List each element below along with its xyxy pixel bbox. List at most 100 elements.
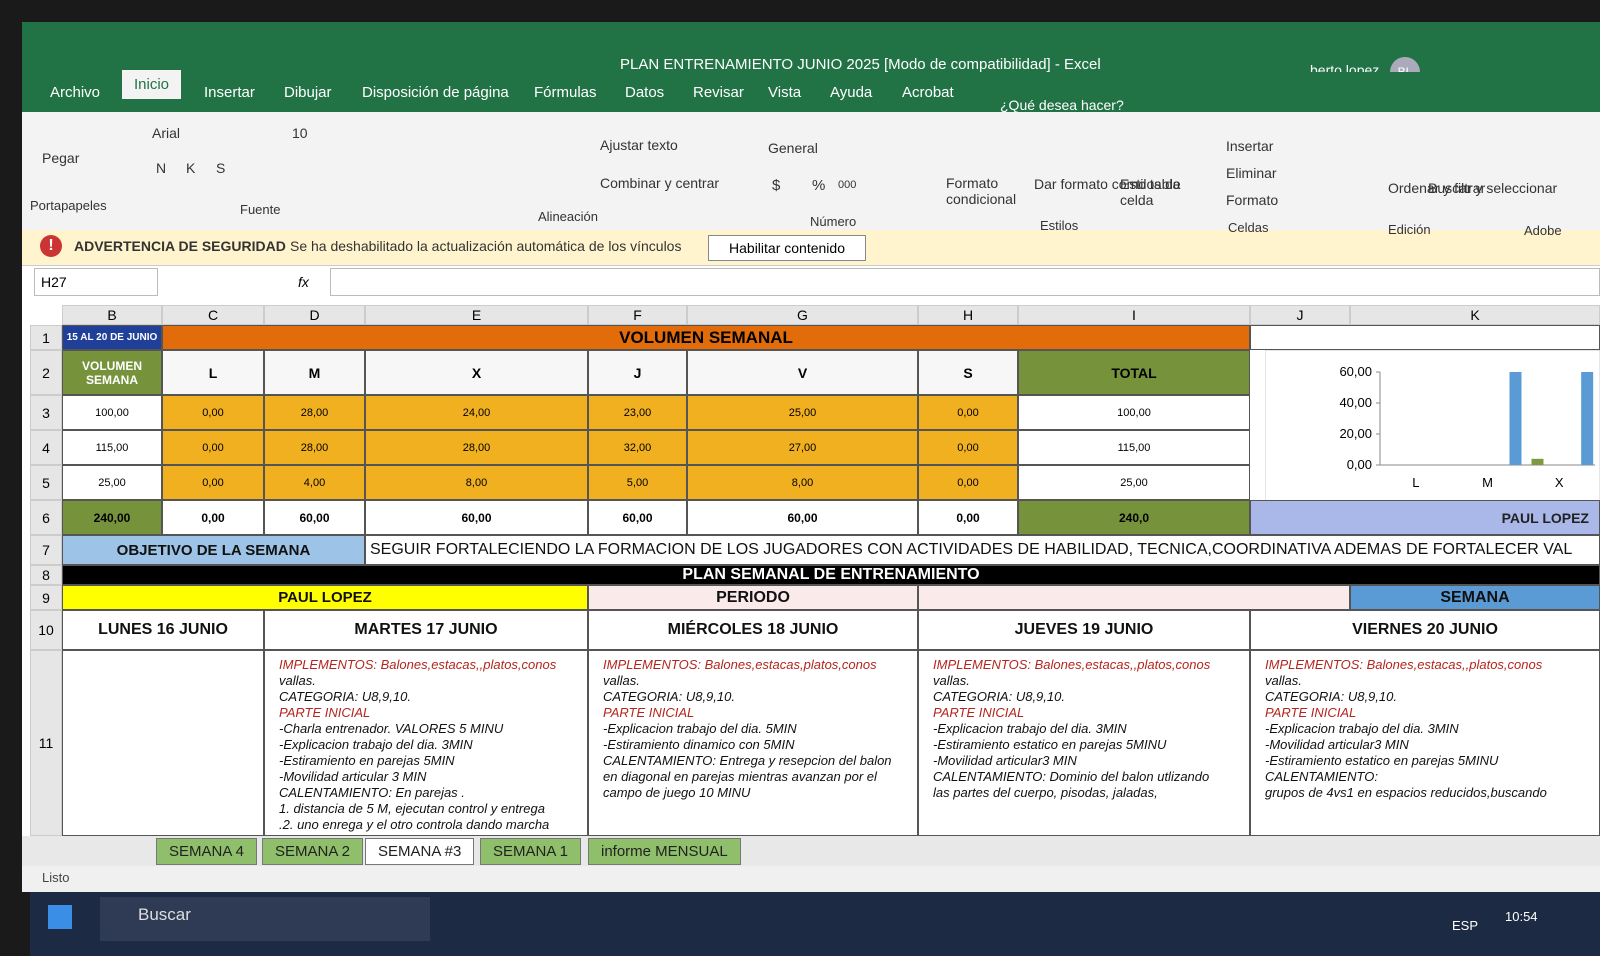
plan-line: vallas. <box>603 673 640 688</box>
volume-cell: 0,00 <box>918 465 1018 500</box>
plan-line: las partes del cuerpo, pisodas, jaladas, <box>933 785 1158 800</box>
chart-area <box>1265 350 1600 502</box>
ribbon-as-table[interactable]: Dar formato como tabla <box>1034 176 1181 192</box>
ribbon-number-group: Número <box>810 214 857 229</box>
column-header: H <box>918 305 1018 325</box>
row-header: 1 <box>30 325 62 350</box>
day-content: IMPLEMENTOS: Balones,estacas,platos,cono… <box>588 650 918 836</box>
ribbon-find[interactable]: Buscar y seleccionar <box>1428 180 1558 196</box>
ribbon-merge[interactable]: Combinar y centrar <box>600 175 720 191</box>
ribbon-tab[interactable]: Archivo <box>50 84 101 101</box>
enable-content-button[interactable]: Habilitar contenido <box>708 235 866 261</box>
volume-cell: 115,00 <box>62 430 162 465</box>
row-header: 2 <box>30 350 62 395</box>
volume-cell: 25,00 <box>687 395 918 430</box>
ribbon-tab[interactable]: Revisar <box>693 84 744 101</box>
y-tick-label: 0,00 <box>1347 457 1372 472</box>
ribbon-tab[interactable]: Dibujar <box>284 84 332 101</box>
x-tick-label: X <box>1555 475 1564 490</box>
ribbon-currency[interactable]: $ <box>772 177 781 194</box>
ribbon-number-format[interactable]: General <box>768 140 818 156</box>
status-bar <box>22 866 1600 892</box>
plan-line: campo de juego 10 MINU <box>603 785 751 800</box>
security-message: Se ha deshabilitado la actualización aut… <box>290 238 682 254</box>
plan-line: -Explicacion trabajo del dia. 3MIN <box>933 721 1127 736</box>
sheet-tab[interactable]: SEMANA 4 <box>156 838 258 865</box>
volume-cell: 0,00 <box>162 430 264 465</box>
x-tick-label: L <box>1412 475 1419 490</box>
ribbon-format[interactable]: Formato <box>1226 192 1279 208</box>
bar <box>1509 372 1522 465</box>
plan-line: PARTE INICIAL <box>933 705 1025 720</box>
ribbon-cell-styles[interactable]: Estilos de celda <box>1120 176 1181 208</box>
volume-header: S <box>918 350 1018 395</box>
ribbon-bold[interactable]: N <box>156 160 167 176</box>
ribbon-paste[interactable]: Pegar <box>42 150 80 166</box>
row-header: 8 <box>30 565 62 585</box>
volume-cell: 28,00 <box>365 430 588 465</box>
header-corner-fill <box>1250 325 1600 350</box>
volume-cell: 8,00 <box>365 465 588 500</box>
volume-cell: 28,00 <box>264 395 365 430</box>
ribbon-delete[interactable]: Eliminar <box>1226 165 1277 181</box>
warning-icon: ! <box>40 235 62 257</box>
plan-line: 1. distancia de 5 M, ejecutan control y … <box>279 801 545 816</box>
ribbon-tab[interactable]: Inicio <box>122 70 182 99</box>
taskbar-search[interactable] <box>100 897 430 941</box>
ribbon-font[interactable]: Arial <box>152 125 181 141</box>
ribbon-tab[interactable]: Disposición de página <box>362 84 509 101</box>
ribbon-editing-group: Edición <box>1388 222 1431 237</box>
volume-cell: 0,00 <box>918 500 1018 535</box>
ribbon-tab[interactable]: Vista <box>768 84 802 101</box>
ribbon-conditional[interactable]: Formato condicional <box>946 175 1017 207</box>
row-header: 3 <box>30 395 62 430</box>
ribbon-sort[interactable]: Ordenar y filtrar <box>1388 180 1486 196</box>
plan-line: -Estiramiento estatico en parejas 5MINU <box>1265 753 1499 768</box>
clock: 10:54 <box>1505 909 1538 924</box>
name-box[interactable]: H27 <box>34 268 158 296</box>
ribbon-thousands[interactable]: 000 <box>838 179 857 191</box>
day-content: IMPLEMENTOS: Balones,estacas,,platos,con… <box>918 650 1250 836</box>
sheet-tab[interactable]: SEMANA 1 <box>480 838 582 865</box>
ribbon-wrap[interactable]: Ajustar texto <box>600 137 678 153</box>
volume-header: X <box>365 350 588 395</box>
plan-title: PLAN SEMANAL DE ENTRENAMIENTO <box>62 565 1600 585</box>
coach: PAUL LOPEZ <box>62 585 588 610</box>
ribbon-underline[interactable]: S <box>216 160 226 176</box>
day-name: LUNES 16 JUNIO <box>62 610 264 650</box>
volume-cell: 60,00 <box>365 500 588 535</box>
tell-me[interactable]: ¿Qué desea hacer? <box>1000 97 1124 113</box>
day-name: MIÉRCOLES 18 JUNIO <box>588 610 918 650</box>
column-header: E <box>365 305 588 325</box>
ribbon-tab[interactable]: Datos <box>625 84 665 101</box>
ribbon-insert[interactable]: Insertar <box>1226 138 1274 154</box>
ribbon-tab[interactable]: Insertar <box>204 84 255 101</box>
plan-line: -Estiramiento dinamico con 5MIN <box>603 737 795 752</box>
column-header: B <box>62 305 162 325</box>
volume-cell: 8,00 <box>687 465 918 500</box>
ribbon-tab[interactable]: Acrobat <box>902 84 954 101</box>
ribbon-italic[interactable]: K <box>186 160 196 176</box>
ribbon-tab[interactable]: Ayuda <box>830 84 873 101</box>
volume-cell: 4,00 <box>264 465 365 500</box>
ribbon-alignment-group: Alineación <box>538 209 598 224</box>
fx-button[interactable]: fx <box>298 274 309 290</box>
plan-line: PARTE INICIAL <box>603 705 695 720</box>
sheet-tab[interactable]: informe MENSUAL <box>588 838 741 865</box>
title-bar <box>22 22 1600 72</box>
formula-input[interactable] <box>330 268 1600 296</box>
ribbon-percent[interactable]: % <box>812 177 826 194</box>
ribbon-size[interactable]: 10 <box>292 125 308 141</box>
sheet-tab[interactable]: SEMANA 2 <box>262 838 364 865</box>
ribbon-tab[interactable]: Fórmulas <box>534 84 597 101</box>
volume-header: VOLUMEN SEMANA <box>62 350 162 395</box>
day-name: MARTES 17 JUNIO <box>264 610 588 650</box>
start-button[interactable] <box>48 905 72 929</box>
sheet-tab[interactable]: SEMANA #3 <box>365 838 475 865</box>
day-name: VIERNES 20 JUNIO <box>1250 610 1600 650</box>
ribbon-adobe[interactable]: Adobe <box>1524 223 1562 238</box>
plan-line: -Movilidad articular3 MIN <box>933 753 1077 768</box>
tab-bar <box>22 72 1600 112</box>
volume-header: V <box>687 350 918 395</box>
